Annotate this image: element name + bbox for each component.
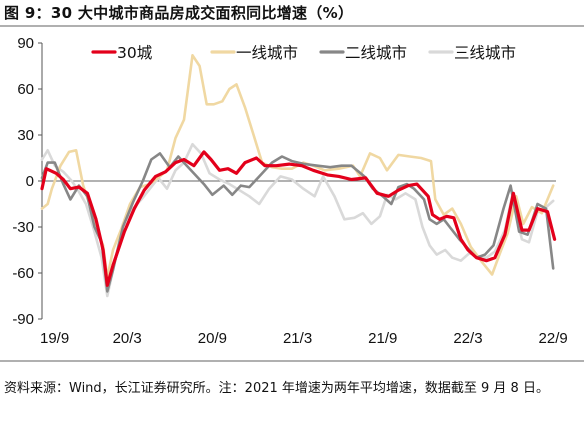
y-tick-label: -90 (12, 311, 34, 328)
x-tick-label: 21/9 (368, 330, 397, 347)
y-tick-label: -60 (12, 265, 34, 282)
x-tick-label: 20/9 (198, 330, 227, 347)
x-tick-label: 22/3 (453, 330, 482, 347)
x-axis: 19/9 20/3 20/9 21/3 21/9 22/3 22/9 (40, 330, 568, 347)
x-tick-label: 21/3 (283, 330, 312, 347)
x-tick-label: 20/3 (113, 330, 142, 347)
y-tick-label: -30 (12, 219, 34, 236)
x-tick-label: 19/9 (40, 330, 69, 347)
source-note: 资料来源：Wind，长江证券研究所。注：2021 年增速为两年平均增速，数据截至… (4, 381, 549, 396)
legend-label-1: 一线城市 (236, 44, 298, 62)
series-lines (40, 54, 557, 298)
chart-title: 图 9：30 大中城市商品房成交面积同比增速（%） (4, 4, 354, 22)
series-line-2 (40, 152, 555, 293)
legend: 30城 一线城市 二线城市 三线城市 (91, 44, 516, 62)
y-tick-label: 0 (26, 173, 34, 190)
y-tick-label: 60 (17, 81, 34, 98)
series-line-0 (40, 150, 557, 287)
legend-label-2: 二线城市 (345, 44, 407, 62)
y-tick-label: 90 (17, 35, 34, 52)
y-tick-label: 30 (17, 127, 34, 144)
legend-label-3: 三线城市 (454, 44, 516, 62)
x-tick-label: 22/9 (539, 330, 568, 347)
title-divider (0, 25, 584, 27)
legend-label-0: 30城 (117, 44, 153, 62)
source-divider (0, 360, 584, 362)
line-chart: 90 60 30 0 -30 -60 -90 19/9 20/3 20/9 21/3 21/9 22/… (12, 35, 568, 347)
y-axis: 90 60 30 0 -30 -60 -90 (12, 35, 43, 328)
